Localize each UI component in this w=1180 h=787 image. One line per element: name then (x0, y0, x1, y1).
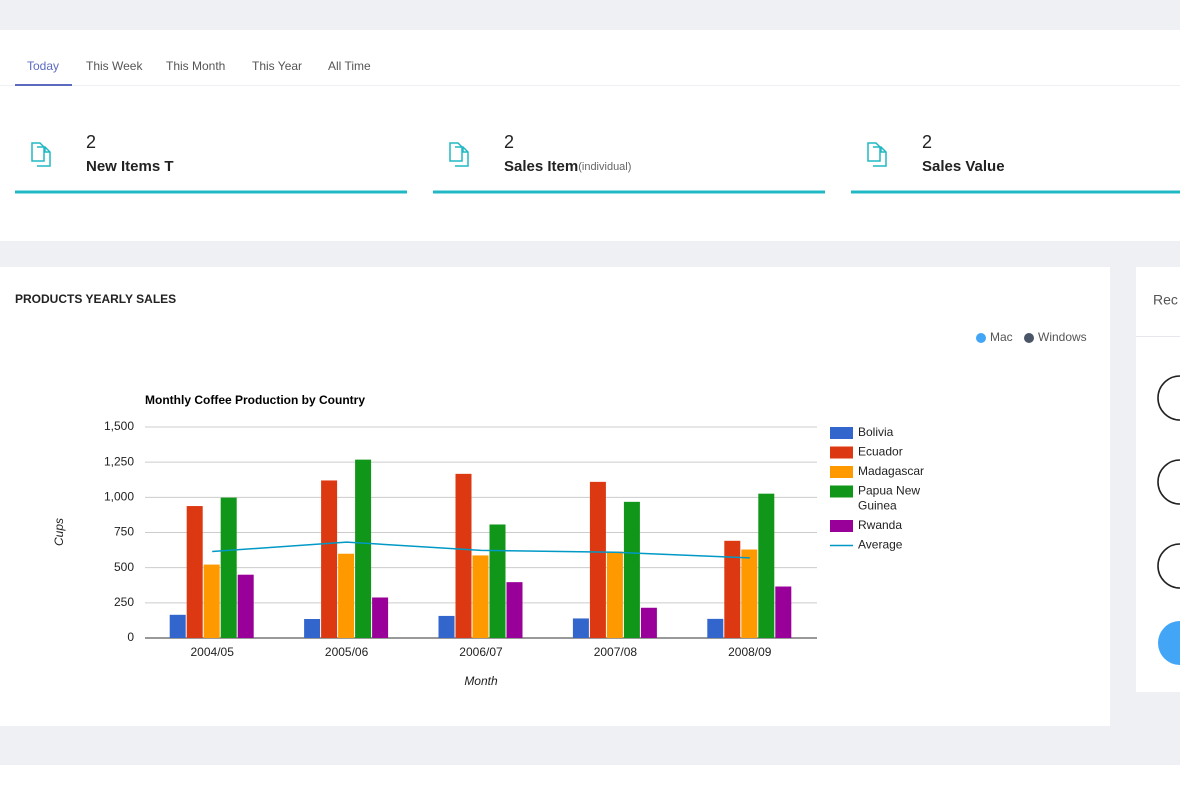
bar (372, 597, 389, 638)
card-label-text: Sales Item (504, 158, 578, 175)
bar (741, 549, 758, 638)
bar (338, 553, 355, 638)
tab[interactable]: This Week (86, 59, 143, 73)
card-label-text: New Items T (86, 158, 174, 175)
summary-panel (0, 30, 1180, 241)
mini-legend-label: Mac (990, 330, 1013, 344)
legend-label-line: Papua New (858, 484, 920, 498)
legend-label: Ecuador (858, 445, 903, 459)
x-tick-label: 2007/08 (594, 645, 638, 659)
legend-swatch (830, 485, 853, 498)
bar (724, 540, 741, 638)
legend-swatch (830, 446, 853, 459)
bar (589, 481, 606, 638)
legend-swatch (830, 520, 853, 532)
tab[interactable]: This Year (252, 59, 302, 73)
y-axis-label: Cups (52, 518, 66, 546)
y-tick-label: 500 (114, 560, 134, 574)
legend-label: Average (858, 538, 903, 552)
card-note: (individual) (578, 161, 631, 173)
bar (489, 524, 506, 638)
card-label: Sales Value (922, 158, 1005, 175)
legend-label: Bolivia (858, 425, 894, 439)
legend-label: Papua New Guinea (858, 484, 920, 513)
top-strip (0, 0, 1180, 9)
bar (186, 506, 203, 638)
legend-swatch (830, 466, 853, 478)
bar (321, 480, 338, 638)
card-value: 2 (86, 132, 96, 152)
x-tick-label: 2005/06 (325, 645, 369, 659)
tab[interactable]: Today (27, 59, 59, 73)
y-tick-label: 1,250 (104, 454, 134, 468)
bar (640, 607, 657, 638)
avatar-icons (1157, 375, 1180, 589)
y-tick-label: 250 (114, 595, 134, 609)
bar (304, 619, 321, 638)
side-button[interactable] (1158, 621, 1180, 665)
bar (237, 574, 254, 638)
x-tick-label: 2006/07 (459, 645, 503, 659)
side-title: Rec (1153, 292, 1178, 308)
bar (220, 497, 237, 638)
bar (707, 618, 724, 638)
y-tick-label: 1,000 (104, 490, 134, 504)
y-tick-label: 0 (127, 630, 134, 644)
x-tick-label: 2004/05 (191, 645, 235, 659)
bar (775, 586, 792, 638)
y-tick-label: 1,500 (104, 419, 134, 433)
card-label: New Items T (86, 158, 174, 175)
footer (0, 765, 1180, 787)
legend-swatch (830, 427, 853, 439)
panel-title: PRODUCTS YEARLY SALES (15, 292, 176, 306)
legend-label-line: Guinea (858, 499, 897, 513)
card-label-text: Sales Value (922, 158, 1005, 175)
bar (506, 582, 523, 638)
bar (455, 473, 472, 638)
bar (169, 614, 186, 638)
card-icon (449, 142, 469, 167)
mini-legend-label: Windows (1038, 330, 1087, 344)
chart-title: Monthly Coffee Production by Country (145, 393, 365, 407)
chart-panel (0, 267, 1110, 726)
mini-legend-swatch (976, 333, 986, 343)
bar (438, 615, 455, 638)
bar (606, 551, 623, 638)
legend-label: Rwanda (858, 518, 902, 532)
x-tick-label: 2008/09 (728, 645, 772, 659)
card-label: Sales Item(individual) (504, 158, 631, 175)
tab[interactable]: All Time (328, 59, 371, 73)
x-axis-label: Month (464, 674, 498, 688)
bar (472, 555, 489, 638)
legend-label: Madagascar (858, 464, 924, 478)
bar (572, 618, 589, 638)
card-value: 2 (922, 132, 932, 152)
average-line (212, 541, 750, 559)
card-icon (31, 142, 51, 167)
y-tick-label: 750 (114, 525, 134, 539)
card-icon (867, 142, 887, 167)
mini-legend-swatch (1024, 333, 1034, 343)
bar (203, 564, 220, 638)
bar (355, 459, 372, 638)
card-value: 2 (504, 132, 514, 152)
tab[interactable]: This Month (166, 59, 225, 73)
bar (758, 493, 775, 638)
bar (623, 501, 640, 638)
